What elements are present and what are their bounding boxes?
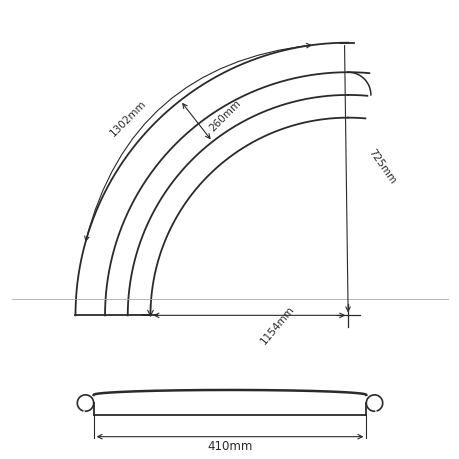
- Text: 410mm: 410mm: [207, 439, 252, 452]
- Text: 260mm: 260mm: [207, 97, 242, 133]
- Text: 1154mm: 1154mm: [258, 304, 296, 346]
- Text: 1302mm: 1302mm: [108, 99, 148, 139]
- Text: 725mm: 725mm: [365, 147, 397, 185]
